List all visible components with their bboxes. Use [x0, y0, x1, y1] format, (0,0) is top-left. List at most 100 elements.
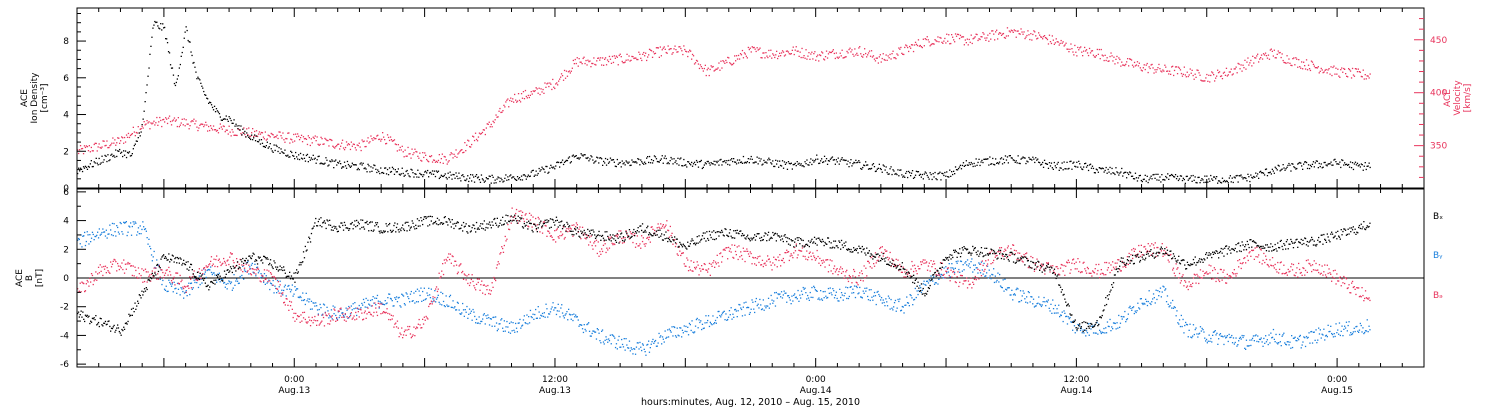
- by-point: [1294, 336, 1296, 338]
- by-point: [1192, 335, 1194, 337]
- by-point: [1330, 325, 1332, 327]
- by-point: [1263, 337, 1265, 340]
- ion-density-point: [1092, 167, 1095, 170]
- ion-density-point: [652, 160, 655, 162]
- velocity-point: [563, 69, 566, 72]
- by-point: [513, 329, 515, 331]
- by-point: [1331, 332, 1333, 335]
- velocity-point: [996, 29, 998, 31]
- velocity-point: [832, 49, 834, 51]
- by-point: [1249, 339, 1251, 341]
- bz-point: [715, 263, 717, 265]
- by-point: [786, 301, 788, 303]
- bz-point: [476, 278, 479, 280]
- ion-density-point: [244, 130, 246, 133]
- by-point: [906, 302, 909, 304]
- by-point: [334, 306, 336, 308]
- velocity-point: [327, 139, 329, 142]
- by-point: [673, 326, 675, 328]
- by-point: [507, 326, 509, 328]
- by-point: [740, 307, 742, 309]
- velocity-point: [642, 53, 644, 55]
- by-point: [316, 305, 318, 307]
- velocity-point: [761, 57, 763, 59]
- bz-point: [465, 279, 467, 281]
- velocity-point: [388, 139, 391, 142]
- ion-density-point: [1140, 179, 1142, 182]
- by-point: [804, 287, 806, 289]
- by-point: [973, 264, 975, 266]
- by-point: [1271, 336, 1274, 338]
- by-point: [497, 328, 499, 330]
- by-point: [789, 299, 791, 301]
- velocity-point: [1023, 31, 1025, 33]
- velocity-point: [790, 53, 792, 55]
- by-point: [186, 295, 188, 297]
- bz-point: [463, 273, 465, 275]
- bz-point: [77, 288, 79, 290]
- by-point: [561, 304, 563, 306]
- ion-density-point: [363, 167, 365, 170]
- bz-point: [390, 314, 392, 316]
- ion-density-point: [355, 164, 357, 166]
- by-point: [1226, 335, 1228, 337]
- ion-density-point: [713, 160, 715, 162]
- ion-density-point: [209, 101, 211, 103]
- ion-density-point: [480, 174, 483, 176]
- ion-density-point: [1365, 168, 1367, 171]
- ion-density-point: [800, 163, 802, 165]
- bz-point: [721, 261, 723, 263]
- velocity-point: [1289, 62, 1291, 64]
- bz-point: [803, 245, 805, 247]
- velocity-point: [871, 56, 874, 58]
- by-point: [893, 302, 896, 304]
- velocity-point: [912, 50, 915, 53]
- by-point: [554, 307, 556, 309]
- velocity-point: [548, 85, 550, 88]
- velocity-point: [815, 59, 817, 61]
- ion-density-point: [663, 157, 665, 159]
- ion-density-point: [375, 168, 377, 170]
- by-point: [761, 308, 764, 310]
- by-point: [1324, 335, 1327, 337]
- by-point: [458, 309, 460, 311]
- velocity-point: [1330, 66, 1332, 68]
- ion-density-point: [393, 173, 396, 175]
- ion-density-point: [1126, 177, 1128, 179]
- ion-density-point: [1268, 172, 1271, 174]
- bz-point: [422, 323, 425, 325]
- bz-point: [263, 269, 266, 271]
- by-point: [307, 298, 309, 300]
- by-point: [946, 272, 948, 274]
- velocity-point: [116, 142, 118, 144]
- ion-density-point: [334, 160, 336, 162]
- by-point: [960, 260, 963, 263]
- by-point: [1307, 336, 1309, 339]
- bz-point: [681, 252, 684, 254]
- ion-density-point: [330, 161, 332, 163]
- bz-point: [519, 220, 521, 222]
- velocity-point: [712, 65, 714, 68]
- ion-density-point: [601, 158, 603, 160]
- velocity-point: [368, 142, 370, 144]
- velocity-point: [909, 45, 911, 48]
- ion-density-point: [893, 170, 895, 172]
- bz-point: [177, 282, 180, 284]
- velocity-point: [254, 135, 257, 137]
- velocity-point: [834, 57, 836, 60]
- bz-point: [704, 263, 706, 266]
- by-point: [993, 281, 996, 284]
- velocity-point: [565, 70, 568, 72]
- ion-density-point: [1123, 172, 1125, 174]
- bz-point: [435, 286, 438, 288]
- velocity-point: [1348, 68, 1350, 70]
- velocity-point: [1319, 70, 1321, 72]
- ion-density-point: [253, 137, 255, 139]
- bz-point: [415, 326, 418, 328]
- ion-density-point: [473, 176, 475, 178]
- bz-point: [388, 318, 390, 321]
- velocity-point: [805, 49, 807, 51]
- velocity-point: [1188, 74, 1190, 76]
- by-point: [1195, 327, 1197, 329]
- by-point: [382, 303, 385, 305]
